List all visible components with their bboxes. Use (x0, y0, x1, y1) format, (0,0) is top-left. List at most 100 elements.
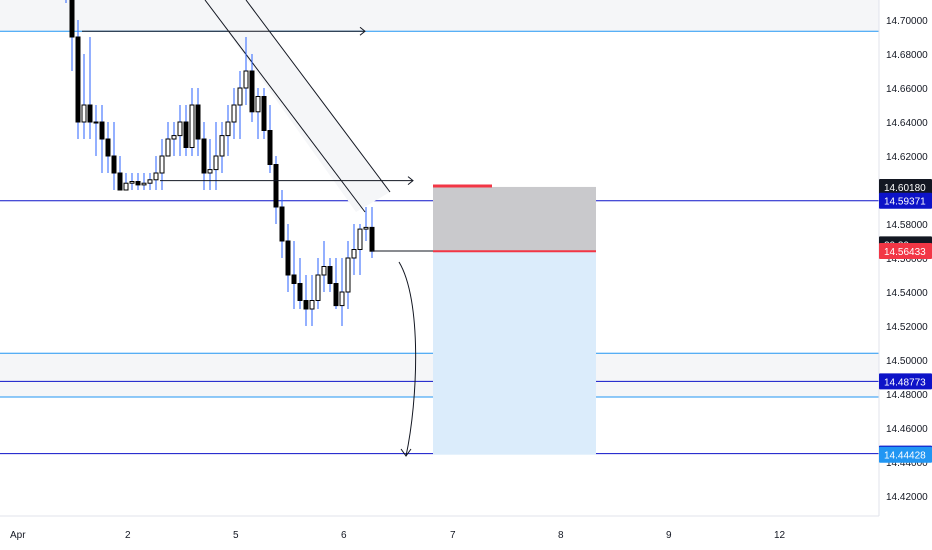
time-axis[interactable]: Apr 2 5 6 7 8 9 12 (10, 530, 786, 541)
price-tick-label: 14.48000 (886, 390, 928, 401)
price-tick-label: 14.62000 (886, 152, 928, 163)
bullish-candle (213, 155, 219, 171)
bearish-candle (99, 121, 105, 140)
price-tick-label: 14.70000 (886, 16, 928, 27)
bearish-candle (249, 70, 255, 113)
price-tick-label: 14.52000 (886, 322, 928, 333)
bullish-candle (309, 300, 315, 310)
short-position-tool[interactable] (433, 184, 596, 455)
bullish-candle (147, 179, 153, 184)
price-tick-label: 14.50000 (886, 356, 928, 367)
trend-channel[interactable] (204, 0, 391, 213)
zones-layer (0, 0, 879, 397)
bearish-candle (267, 130, 273, 165)
price-tag (879, 192, 932, 209)
resistance-zone (0, 0, 879, 32)
take-profit-zone[interactable] (433, 251, 596, 455)
price-tag-label: 14.56433 (884, 247, 926, 258)
bullish-candle (129, 181, 135, 184)
bullish-candle (219, 135, 225, 157)
price-tick-label: 14.66000 (886, 84, 928, 95)
bearish-candle (183, 121, 189, 148)
bullish-candle (345, 257, 351, 293)
time-tick-label: 6 (341, 530, 347, 541)
time-tick-label: Apr (10, 530, 26, 541)
bullish-candle (93, 121, 99, 124)
bullish-candle (243, 70, 249, 89)
time-tick-label: 2 (125, 530, 131, 541)
price-tick-label: 14.46000 (886, 424, 928, 435)
bearish-candle (291, 274, 297, 284)
bullish-candle (141, 182, 147, 186)
bearish-candle (273, 164, 279, 208)
bullish-candle (363, 226, 369, 230)
time-tick-label: 8 (558, 530, 564, 541)
price-tag (879, 243, 932, 260)
time-tick-label: 7 (450, 530, 456, 541)
price-tag-label: 14.48773 (884, 377, 926, 388)
price-tick-label: 14.54000 (886, 288, 928, 299)
price-tag-label: 14.59371 (884, 197, 926, 208)
price-tags: 14.6018014.5937120:3914.5643314.4877314.… (879, 178, 932, 463)
channel-lower-line[interactable] (204, 0, 366, 213)
price-tag (879, 178, 932, 195)
time-tick-label: 12 (774, 530, 786, 541)
bullish-candle (123, 182, 129, 191)
price-tick-label: 14.42000 (886, 492, 928, 503)
bullish-candle (255, 96, 261, 113)
price-tick-label: 14.68000 (886, 50, 928, 61)
arrow-head (400, 448, 412, 457)
bearish-candle (201, 138, 207, 174)
price-axis[interactable]: 14.70000 14.68000 14.66000 14.64000 14.62000… (886, 16, 928, 503)
bullish-candle (339, 291, 345, 307)
bullish-candle (207, 169, 213, 174)
curved-projection-arrow[interactable] (398, 261, 417, 457)
bullish-candle (315, 274, 321, 301)
bullish-candle (225, 121, 231, 137)
bullish-candle (81, 104, 87, 123)
bullish-candle (321, 266, 327, 276)
bearish-candle (303, 300, 309, 310)
bearish-candle (261, 96, 267, 131)
bullish-candle (351, 249, 357, 259)
bullish-candle (189, 104, 195, 148)
bearish-candle (69, 0, 75, 38)
price-tick-label: 14.64000 (886, 118, 928, 129)
arrow-head (407, 176, 414, 186)
price-tag-label: 14.60180 (884, 183, 926, 194)
bearish-candle (111, 155, 117, 174)
price-tag (879, 373, 932, 390)
price-tag-label: 14.44428 (884, 451, 926, 462)
bullish-candle (153, 172, 159, 181)
bearish-candle (285, 240, 291, 276)
arrow-head (359, 26, 366, 36)
bullish-candle (357, 228, 363, 251)
bearish-candle (327, 266, 333, 284)
bearish-candle (75, 36, 81, 123)
bullish-candle (165, 138, 171, 157)
channel-upper-line[interactable] (245, 0, 391, 193)
bearish-candle (105, 138, 111, 157)
time-tick-label: 9 (666, 530, 672, 541)
bearish-candle (117, 172, 123, 191)
bearish-candle (333, 283, 339, 307)
stop-loss-zone[interactable] (433, 186, 596, 252)
price-tick-label: 14.56000 (886, 254, 928, 265)
bearish-candle (297, 283, 303, 301)
price-tick-label: 14.44000 (886, 458, 928, 469)
bullish-candle (177, 121, 183, 137)
price-tick-label: 14.58000 (886, 220, 928, 231)
bullish-candle (171, 135, 177, 140)
bearish-candle (195, 104, 201, 140)
bearish-candle (87, 104, 93, 123)
bullish-candle (231, 104, 237, 123)
bullish-candle (159, 155, 165, 174)
candles-layer (65, 0, 375, 326)
price-tag (879, 446, 932, 463)
bearish-candle (135, 181, 141, 186)
bearish-candle (279, 206, 285, 242)
channel-fill (205, 0, 390, 212)
bearish-candle (369, 226, 375, 252)
time-tick-label: 5 (233, 530, 239, 541)
